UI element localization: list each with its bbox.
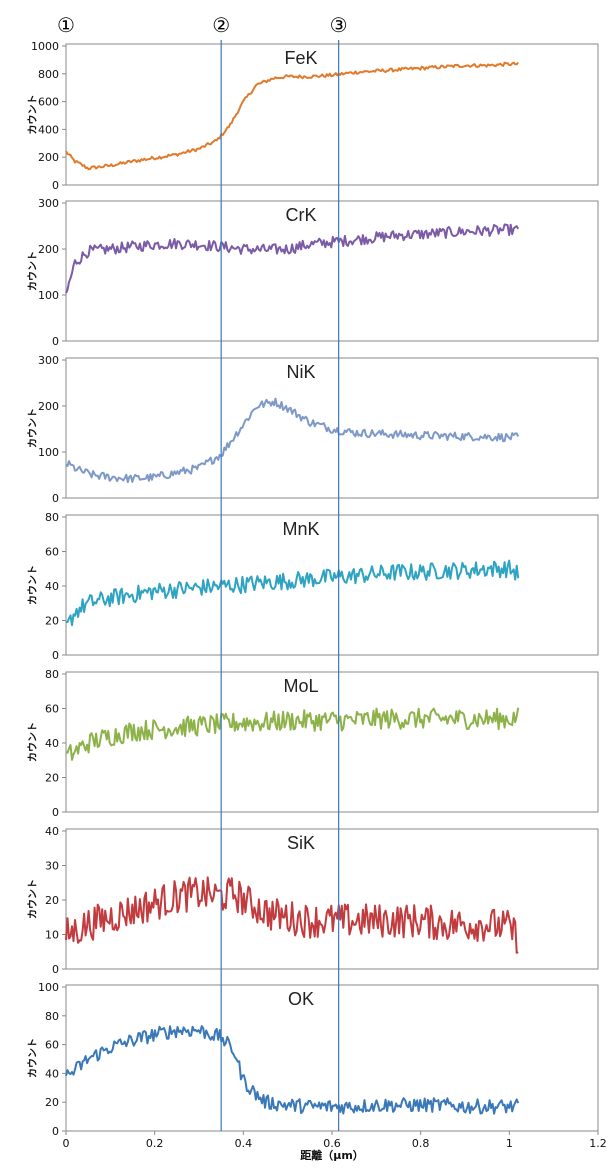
panel-title: MnK xyxy=(282,519,319,539)
x-tick-label: 1 xyxy=(506,1137,513,1150)
y-axis-label: カウント xyxy=(27,565,39,605)
y-tick-label: 60 xyxy=(45,703,59,716)
y-tick-label: 40 xyxy=(45,1067,59,1080)
y-tick-label: 30 xyxy=(45,860,59,873)
panel-title: SiK xyxy=(287,833,315,853)
panel-frame xyxy=(65,514,599,656)
series-line-mol xyxy=(65,707,520,761)
x-tick-label: 0.6 xyxy=(323,1137,341,1150)
marker-label-2: ② xyxy=(212,13,230,37)
x-axis-label: 距離（μm） xyxy=(300,1148,364,1162)
panel-sik: 0 10 20 30 40 カウント SiK xyxy=(27,825,599,976)
y-tick-label: 300 xyxy=(38,197,59,210)
panel-ok: 0 20 40 60 80 100 カウント OK xyxy=(27,981,599,1138)
y-tick-label: 1000 xyxy=(31,40,59,53)
series-line-nik xyxy=(65,397,520,484)
series-line-mnk xyxy=(65,559,520,627)
y-tick-label: 0 xyxy=(52,1125,59,1138)
y-axis-label: カウント xyxy=(27,251,39,291)
y-axis-label: カウント xyxy=(27,879,39,919)
y-tick-label: 20 xyxy=(45,615,59,628)
series-line-crk xyxy=(65,223,520,294)
y-tick-label: 40 xyxy=(45,825,59,838)
y-tick-label: 60 xyxy=(45,1039,59,1052)
y-tick-label: 0 xyxy=(52,179,59,192)
y-axis-label: カウント xyxy=(27,1038,39,1078)
y-tick-label: 60 xyxy=(45,546,59,559)
panel-nik: 0 100 200 300 カウント NiK xyxy=(27,354,599,505)
y-axis-label: カウント xyxy=(27,95,39,135)
y-tick-label: 0 xyxy=(52,963,59,976)
panel-title: NiK xyxy=(286,362,315,382)
x-tick-label: 0.4 xyxy=(235,1137,253,1150)
y-tick-label: 80 xyxy=(45,668,59,681)
panel-frame xyxy=(65,671,599,813)
y-tick-label: 600 xyxy=(38,96,59,109)
y-tick-label: 0 xyxy=(52,492,59,505)
x-tick-label: 0 xyxy=(63,1137,70,1150)
y-tick-label: 40 xyxy=(45,580,59,593)
y-tick-label: 10 xyxy=(45,929,59,942)
y-tick-label: 0 xyxy=(52,649,59,662)
y-axis-label: カウント xyxy=(27,722,39,762)
y-tick-label: 300 xyxy=(38,354,59,367)
x-tick-label: 0.8 xyxy=(412,1137,430,1150)
y-tick-label: 20 xyxy=(45,772,59,785)
marker-label-1: ① xyxy=(57,13,75,37)
series-line-sik xyxy=(65,876,519,954)
panel-title: OK xyxy=(288,989,314,1009)
x-tick-label: 0.2 xyxy=(146,1137,164,1150)
y-tick-label: 0 xyxy=(52,806,59,819)
panel-frame xyxy=(65,357,599,499)
y-tick-label: 20 xyxy=(45,1096,59,1109)
y-tick-label: 100 xyxy=(38,981,59,994)
y-tick-label: 200 xyxy=(38,400,59,413)
y-tick-label: 200 xyxy=(38,243,59,256)
y-tick-label: 40 xyxy=(45,737,59,750)
series-line-fek xyxy=(65,61,519,171)
panel-fek: 0 200 400 600 800 1000 カウント FeK xyxy=(27,40,599,192)
panel-title: MoL xyxy=(283,676,318,696)
panel-title: FeK xyxy=(284,48,317,68)
panel-mnk: 0 20 40 60 80 カウント MnK xyxy=(27,511,599,662)
series-line-ok xyxy=(65,1025,520,1115)
x-tick-label: 1.2 xyxy=(589,1137,607,1150)
y-tick-label: 20 xyxy=(45,894,59,907)
panel-frame xyxy=(65,200,599,342)
panel-frame xyxy=(65,828,599,970)
y-tick-label: 80 xyxy=(45,1010,59,1023)
y-tick-label: 200 xyxy=(38,151,59,164)
panel-title: CrK xyxy=(285,205,316,225)
y-tick-label: 0 xyxy=(52,335,59,348)
panel-mol: 0 20 40 60 80 カウント MoL xyxy=(27,668,599,819)
y-tick-label: 100 xyxy=(38,446,59,459)
marker-label-3: ③ xyxy=(330,13,348,37)
y-axis-label: カウント xyxy=(27,408,39,448)
y-tick-label: 100 xyxy=(38,289,59,302)
y-tick-label: 80 xyxy=(45,511,59,524)
y-tick-label: 400 xyxy=(38,123,59,136)
panel-crk: 0 100 200 300 カウント CrK xyxy=(27,197,599,348)
panel-frame xyxy=(65,43,599,186)
y-tick-label: 800 xyxy=(38,68,59,81)
